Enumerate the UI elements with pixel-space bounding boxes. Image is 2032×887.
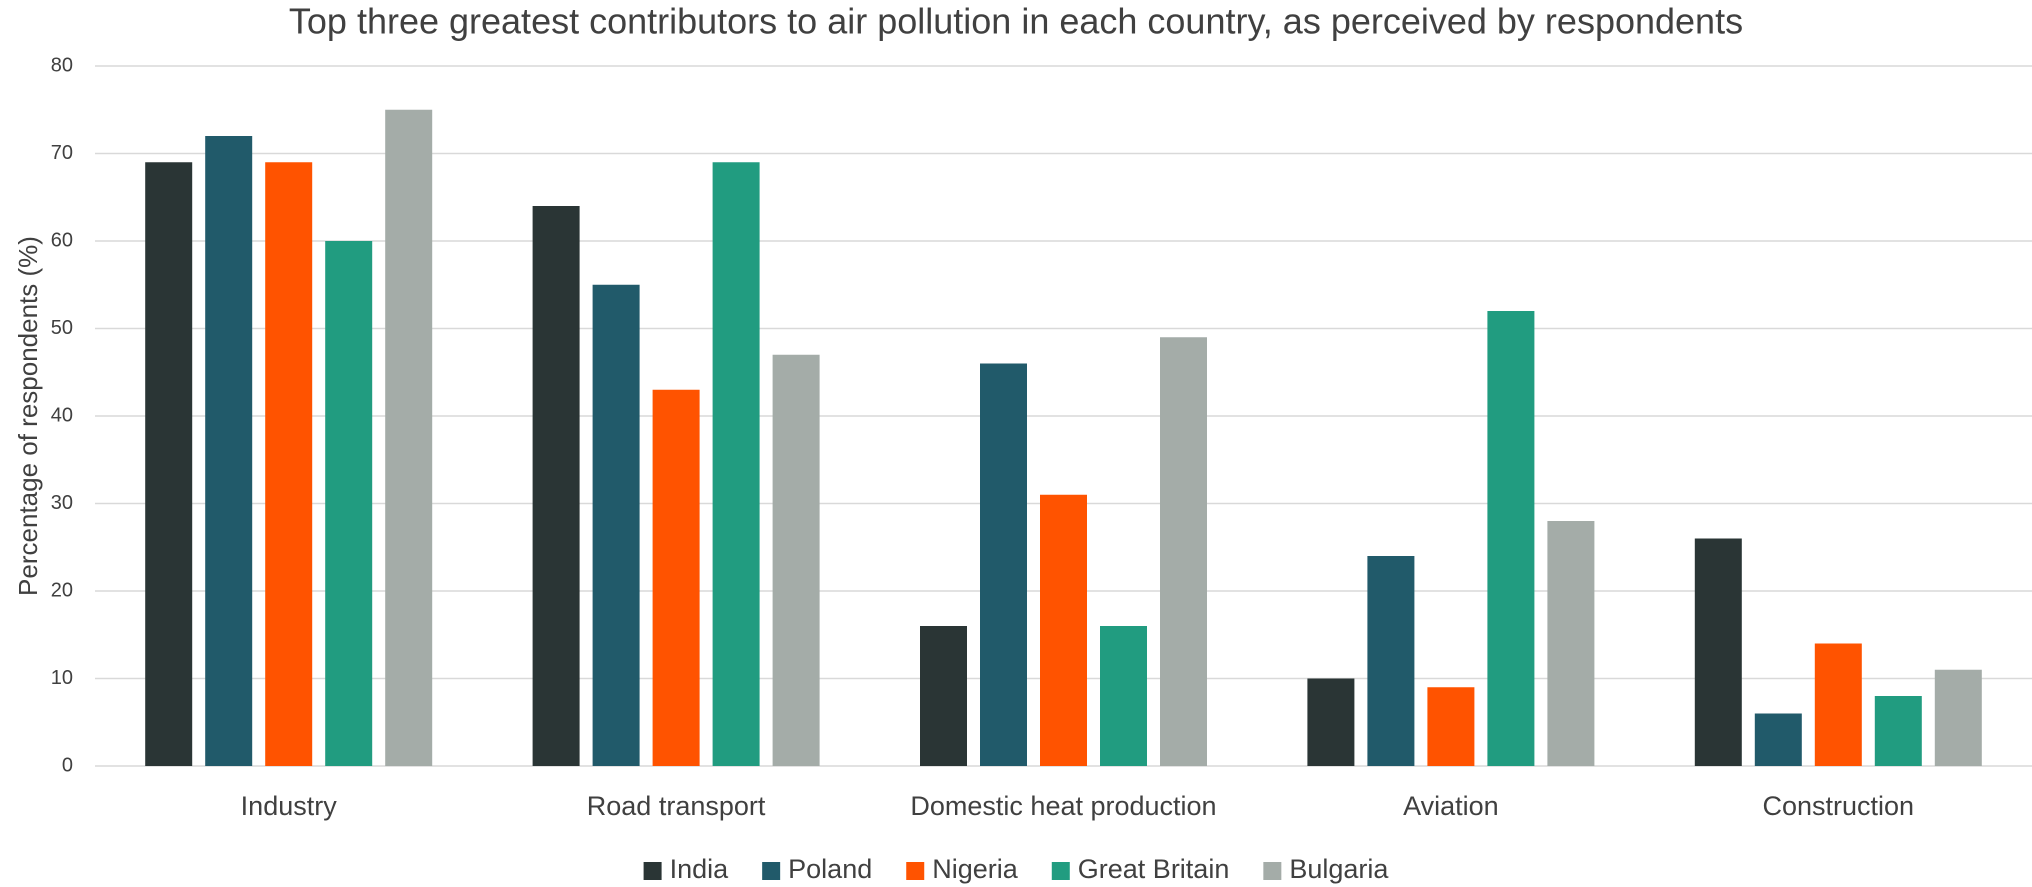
y-tick-label: 30 [51,492,73,514]
bar [532,206,580,766]
bar [920,626,967,766]
y-tick-label: 60 [51,229,73,251]
bar [265,162,313,766]
x-tick-label: Aviation [1403,791,1499,821]
bar [772,354,820,766]
bar [652,389,700,766]
legend-label: Poland [788,854,872,884]
bar [1934,669,1982,766]
bar [1754,713,1802,766]
bar [1427,687,1475,766]
bar [1307,678,1355,766]
legend-swatch [762,862,781,880]
bar [592,284,640,766]
legend-label: Great Britain [1078,854,1230,884]
bar [1694,538,1742,766]
legend-swatch [1263,862,1282,880]
x-tick-label: Industry [241,791,338,821]
legend-label: Bulgaria [1289,854,1389,884]
bar [205,136,253,766]
y-axis-label: Percentage of respondents (%) [13,236,43,596]
bar [1874,696,1922,766]
x-tick-label: Road transport [587,791,766,821]
bar [980,363,1027,766]
y-tick-label: 40 [51,404,73,426]
bar [1547,521,1595,766]
bar [1160,337,1207,766]
y-tick-label: 50 [51,317,73,339]
x-tick-label: Construction [1763,791,1915,821]
legend-swatch [643,862,662,880]
y-tick-label: 80 [51,54,73,76]
y-tick-label: 20 [51,579,73,601]
legend-label: India [670,854,730,884]
legend-swatch [906,862,925,880]
legend-swatch [1051,862,1070,880]
bar [145,162,193,766]
bar [1040,494,1087,766]
legend-label: Nigeria [932,854,1019,884]
bar [1487,311,1535,766]
chart-title: Top three greatest contributors to air p… [289,1,1743,42]
bar [385,109,433,766]
y-tick-label: 70 [51,142,73,164]
bar [325,241,373,766]
bar [1367,556,1415,766]
y-tick-label: 0 [62,754,73,776]
x-tick-label: Domestic heat production [910,791,1216,821]
y-tick-label: 10 [51,667,73,689]
bar [1100,626,1147,766]
bar [712,162,760,766]
bar [1814,643,1862,766]
